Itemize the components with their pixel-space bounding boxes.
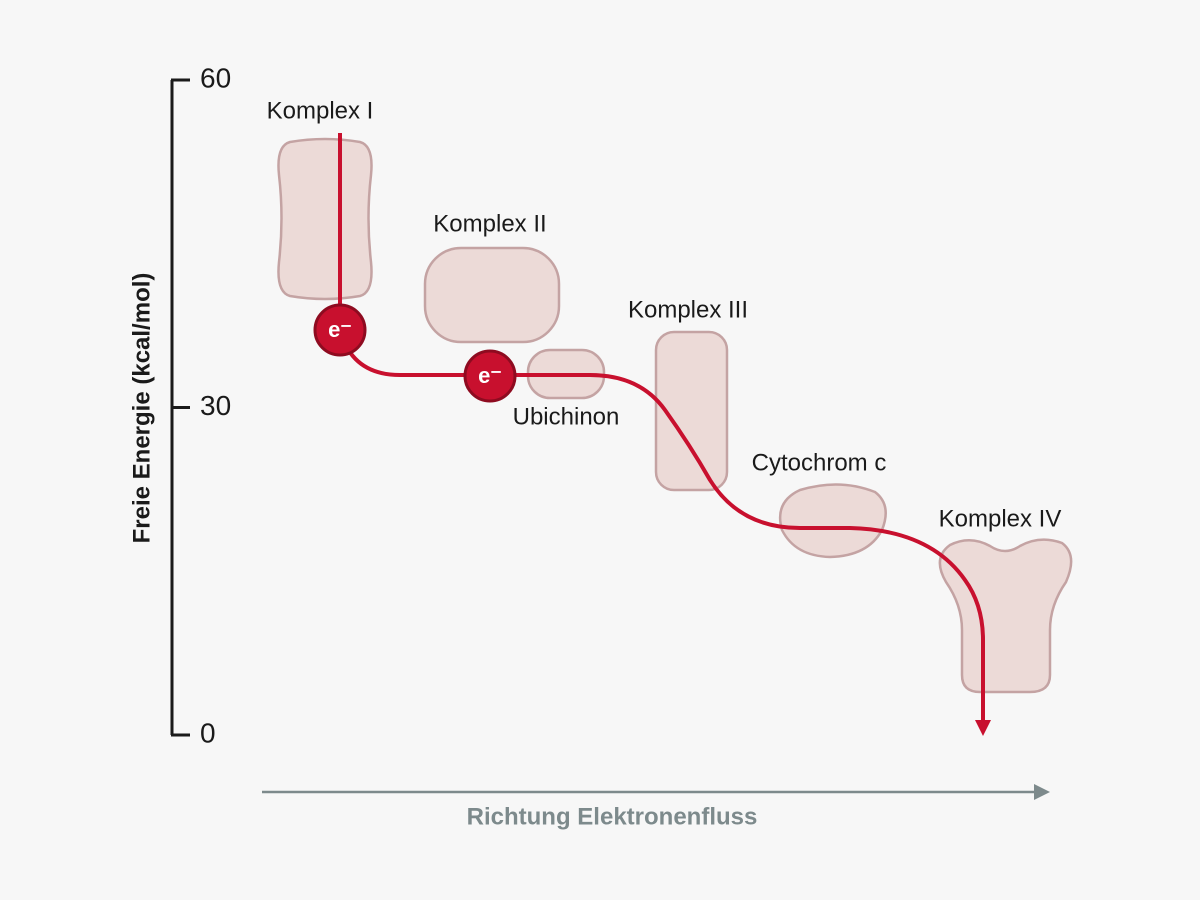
node-label: Komplex III [628, 296, 748, 323]
komplex-iii-shape [654, 330, 729, 492]
electron-label: e⁻ [478, 363, 502, 388]
x-axis-arrowhead [1034, 784, 1050, 800]
node-label: Komplex I [267, 97, 374, 124]
komplex-iv-shape [938, 538, 1073, 694]
electron [463, 349, 517, 403]
node-label: Komplex IV [939, 505, 1062, 532]
komplex-i-shape [277, 137, 373, 301]
electron-label: e⁻ [328, 317, 352, 342]
komplex-ii-shape [423, 246, 561, 344]
y-tick-label: 60 [200, 62, 231, 93]
node-label: Cytochrom c [752, 449, 887, 476]
y-tick-label: 0 [200, 717, 216, 748]
electron [313, 303, 367, 357]
y-tick-label: 30 [200, 390, 231, 421]
cytochrom-c-shape [778, 483, 887, 559]
node-label: Ubichinon [513, 403, 620, 430]
x-axis-label: Richtung Elektronenfluss [467, 803, 758, 830]
y-axis-label: Freie Energie (kcal/mol) [128, 273, 155, 544]
electron-flow-arrowhead [975, 720, 991, 736]
electron-flow [338, 133, 985, 722]
node-label: Komplex II [433, 210, 546, 237]
